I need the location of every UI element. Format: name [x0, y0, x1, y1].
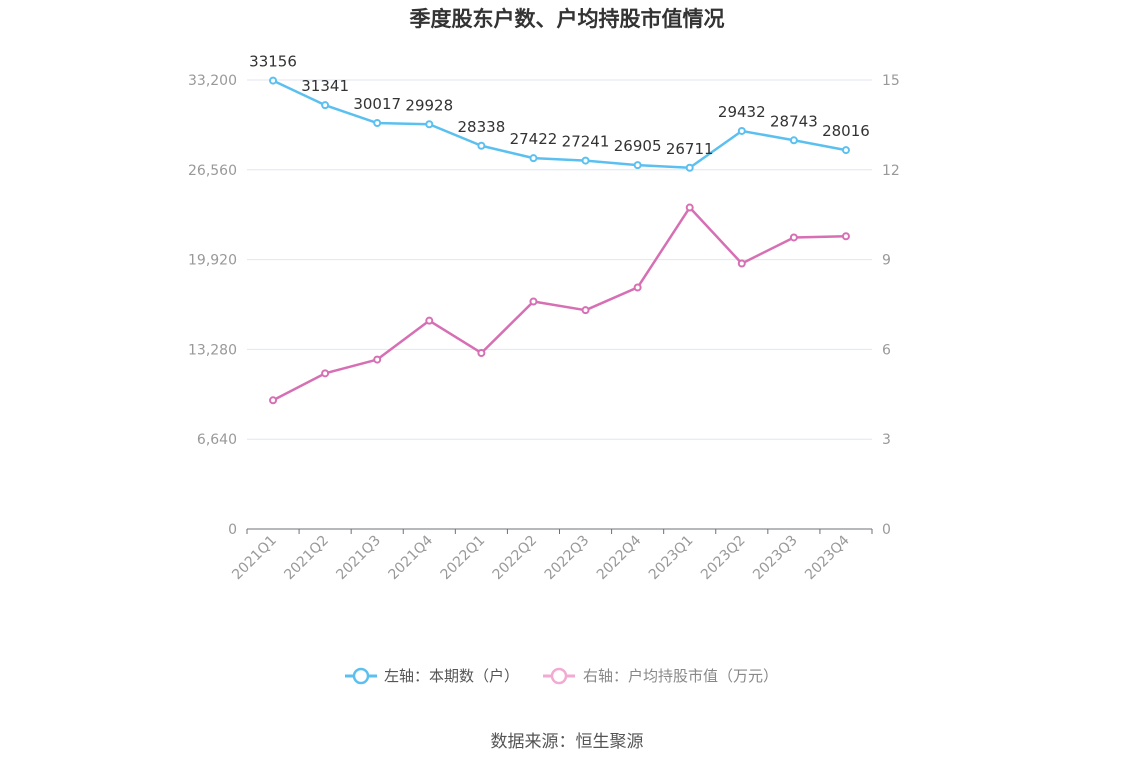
legend-marker-households[interactable] — [352, 667, 370, 685]
data-label: 33156 — [249, 53, 297, 71]
data-point[interactable] — [477, 141, 486, 150]
data-label: 26905 — [614, 137, 662, 155]
data-point[interactable] — [633, 161, 642, 170]
right-tick-label: 6 — [882, 342, 891, 358]
x-tick-label: 2021Q4 — [386, 532, 437, 583]
x-tick-label: 2022Q4 — [594, 532, 645, 583]
data-label: 26711 — [666, 140, 714, 158]
data-point[interactable] — [425, 316, 434, 325]
legend-label-avg-value[interactable]: 右轴：户均持股市值（万元） — [583, 667, 778, 685]
x-tick-label: 2022Q3 — [542, 533, 593, 584]
data-point[interactable] — [581, 156, 590, 165]
x-tick-label: 2023Q1 — [646, 533, 697, 584]
x-tick-label: 2022Q2 — [490, 533, 541, 584]
data-point[interactable] — [581, 306, 590, 315]
data-point[interactable] — [737, 259, 746, 268]
data-point[interactable] — [425, 120, 434, 129]
x-tick-label: 2023Q2 — [698, 533, 749, 584]
grid — [247, 79, 872, 440]
data-label: 29432 — [718, 103, 766, 121]
right-tick-label: 12 — [882, 163, 900, 179]
right-tick-label: 0 — [882, 522, 891, 538]
data-point[interactable] — [789, 136, 798, 145]
data-label: 27422 — [510, 130, 558, 148]
x-tick-label: 2023Q3 — [750, 533, 801, 584]
left-tick-label: 26,560 — [188, 163, 237, 179]
data-point[interactable] — [269, 76, 278, 85]
data-point[interactable] — [269, 396, 278, 405]
data-point[interactable] — [321, 101, 330, 110]
legend: 左轴：本期数（户） 右轴：户均持股市值（万元） — [345, 667, 778, 685]
data-point[interactable] — [633, 283, 642, 292]
data-point[interactable] — [841, 146, 850, 155]
data-label: 31341 — [301, 77, 349, 95]
data-point[interactable] — [685, 203, 694, 212]
data-point[interactable] — [373, 355, 382, 364]
chart-title: 季度股东户数、户均持股市值情况 — [410, 7, 725, 31]
right-tick-label: 3 — [882, 432, 891, 448]
data-label: 29928 — [405, 96, 453, 114]
right-axis: 0 3 6 9 12 15 — [882, 73, 900, 538]
left-tick-label: 0 — [228, 522, 237, 538]
data-point[interactable] — [789, 233, 798, 242]
data-label: 28338 — [458, 118, 506, 136]
data-point[interactable] — [737, 126, 746, 135]
data-point[interactable] — [685, 163, 694, 172]
x-tick-label: 2023Q4 — [802, 532, 853, 583]
x-axis: 2021Q1 2021Q2 2021Q3 2021Q4 2022Q1 2022Q2 2022… — [229, 528, 873, 584]
data-label: 28743 — [770, 112, 818, 130]
data-label: 27241 — [562, 133, 610, 151]
left-tick-label: 19,920 — [188, 253, 237, 269]
series-line-1 — [272, 206, 846, 402]
right-tick-label: 15 — [882, 73, 900, 89]
data-source: 数据来源：恒生聚源 — [491, 732, 644, 752]
data-label: 28016 — [822, 122, 870, 140]
data-point[interactable] — [529, 154, 538, 163]
left-tick-label: 13,280 — [188, 342, 237, 358]
x-tick-label: 2021Q2 — [281, 533, 332, 584]
data-point[interactable] — [373, 119, 382, 128]
x-tick-label: 2021Q3 — [333, 533, 384, 584]
data-point[interactable] — [477, 348, 486, 357]
series-line-0 — [272, 79, 847, 170]
legend-label-households[interactable]: 左轴：本期数（户） — [384, 667, 519, 685]
left-axis: 0 6,640 13,280 19,920 26,560 33,200 — [188, 73, 237, 538]
right-tick-label: 9 — [882, 253, 891, 269]
legend-marker-avg-value[interactable] — [550, 667, 568, 685]
data-point[interactable] — [841, 232, 850, 241]
left-tick-label: 6,640 — [197, 432, 237, 448]
data-point[interactable] — [529, 297, 538, 306]
left-tick-label: 33,200 — [188, 73, 237, 89]
data-point[interactable] — [321, 369, 330, 378]
x-tick-label: 2022Q1 — [438, 533, 489, 584]
x-tick-label: 2021Q1 — [229, 533, 280, 584]
data-label: 30017 — [353, 95, 401, 113]
